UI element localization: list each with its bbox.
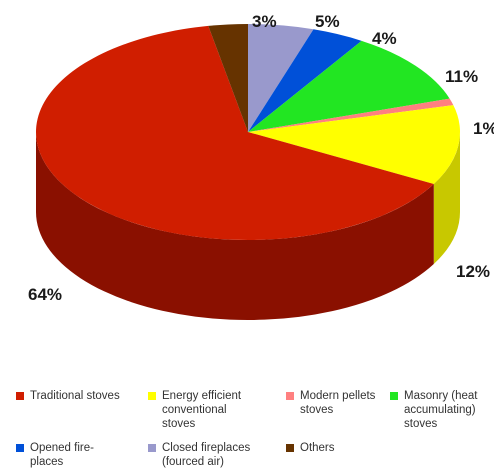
pie-slice-0 <box>35 25 434 241</box>
legend-swatch-5 <box>148 444 156 452</box>
pie-slice-3 <box>248 40 450 132</box>
legend-label-3: Masonry (heat accumulating) stoves <box>404 390 478 430</box>
legend-item-1: Energy efficient conventional stoves <box>148 389 241 431</box>
legend-label-1: Energy efficient conventional stoves <box>162 390 242 430</box>
pie-sides <box>36 132 460 321</box>
slice-label-3: 11% <box>445 67 478 86</box>
legend-swatch-2 <box>286 392 294 400</box>
legend-swatch-3 <box>390 392 398 400</box>
slice-label-2: 1% <box>473 119 494 138</box>
legend-item-4: Opened fire- places <box>16 441 94 469</box>
pie-labels: 64% 12% 1% 11% 4% 5% 3% <box>28 12 494 304</box>
pie-side-0-0 <box>36 132 434 321</box>
pie-side-1-0 <box>433 132 460 265</box>
pie-slice-5 <box>248 24 314 132</box>
legend-label-0: Traditional stoves <box>30 390 120 402</box>
slice-label-5: 5% <box>315 12 340 31</box>
legend-label-2: Modern pellets stoves <box>300 390 376 416</box>
slice-label-4: 4% <box>372 29 397 48</box>
legend-label-6: Others <box>300 442 335 454</box>
legend-item-6: Others <box>286 441 335 455</box>
legend-item-3: Masonry (heat accumulating) stoves <box>390 389 478 431</box>
legend-swatch-1 <box>148 392 156 400</box>
pie-tops <box>35 24 461 241</box>
legend-item-0: Traditional stoves <box>16 389 120 403</box>
legend-item-2: Modern pellets stoves <box>286 389 375 417</box>
legend-label-5: Closed fireplaces (fourced air) <box>162 442 251 468</box>
slice-label-6: 3% <box>252 12 277 31</box>
pie-slice-4 <box>248 29 362 132</box>
legend-swatch-4 <box>16 444 24 452</box>
slice-label-0: 64% <box>28 285 62 304</box>
pie-chart: 64% 12% 1% 11% 4% 5% 3% <box>28 12 494 321</box>
legend-swatch-0 <box>16 392 24 400</box>
pie-slice-2 <box>248 98 454 132</box>
pie-slice-1 <box>248 105 461 185</box>
slice-label-1: 12% <box>456 262 490 281</box>
legend-item-5: Closed fireplaces (fourced air) <box>148 441 250 469</box>
legend-label-4: Opened fire- places <box>30 442 94 468</box>
legend-swatch-6 <box>286 444 294 452</box>
pie-slice-6 <box>208 24 248 132</box>
